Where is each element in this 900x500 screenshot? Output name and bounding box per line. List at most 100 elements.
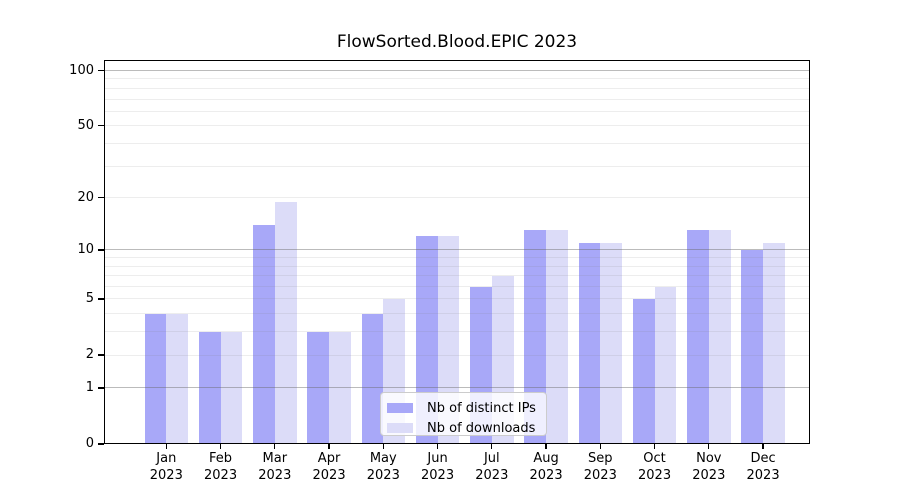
x-tick-label: Apr 2023 [297, 451, 361, 484]
x-tick-label-line: 2023 [638, 467, 672, 483]
bar-distinct-ips [144, 313, 167, 444]
gridline-minor [104, 125, 810, 127]
x-tick-label-line: 2023 [366, 467, 400, 483]
x-tick-label-line: 2023 [692, 467, 726, 483]
legend-swatch-distinct-ips [387, 403, 413, 413]
y-tick-label: 50 [77, 117, 94, 133]
y-tick-mark [98, 387, 104, 389]
x-tick-label-line: Jan [156, 451, 177, 466]
gridline-minor [104, 87, 810, 89]
gridline-major [104, 249, 810, 251]
legend: Nb of distinct IPs Nb of downloads [380, 392, 547, 436]
bar-downloads [708, 230, 731, 444]
y-tick-label: 10 [77, 241, 94, 257]
bar-distinct-ips [361, 313, 384, 444]
x-tick-label-line: May [369, 451, 397, 466]
x-tick-label-line: Jun [427, 451, 448, 466]
x-tick-label: Jun 2023 [406, 451, 470, 484]
y-tick-label: 20 [77, 189, 94, 205]
x-tick-mark [165, 444, 167, 449]
grid-layer [104, 60, 810, 444]
y-tick-label: 0 [85, 436, 94, 451]
gridline-minor [104, 331, 810, 333]
gridline-minor [104, 257, 810, 259]
x-tick-label-line: Mar [262, 451, 288, 466]
legend-label-downloads: Nb of downloads [427, 420, 536, 436]
bar-downloads [166, 313, 189, 444]
bar-distinct-ips [741, 249, 764, 444]
x-tick-label-line: 2023 [204, 467, 238, 483]
x-tick-label-line: 2023 [746, 467, 780, 483]
gridline-minor [104, 354, 810, 356]
bar-downloads [329, 331, 351, 444]
bar-distinct-ips [198, 331, 221, 444]
gridline-minor [104, 286, 810, 288]
x-tick-label-line: Aug [533, 451, 559, 466]
legend-item-distinct-ips: Nb of distinct IPs [387, 398, 546, 418]
x-tick-label: Aug 2023 [514, 451, 578, 484]
x-tick-label-line: 2023 [529, 467, 563, 483]
x-tick-label-line: 2023 [258, 467, 292, 483]
x-tick-mark [274, 444, 276, 449]
x-tick-label-line: 2023 [475, 467, 509, 483]
y-tick-mark [98, 196, 104, 199]
bar-downloads [600, 242, 623, 444]
bar-distinct-ips [632, 298, 655, 444]
x-tick-label-line: Apr [317, 451, 341, 466]
x-tick-mark [436, 444, 439, 449]
x-tick-mark [328, 444, 330, 449]
x-tick-label: Dec 2023 [731, 451, 795, 484]
gridline-minor [104, 98, 810, 100]
gridline-minor [104, 197, 810, 199]
x-tick-label: Sep 2023 [568, 451, 632, 484]
y-tick-label: 100 [69, 62, 94, 78]
x-tick-label: Nov 2023 [677, 451, 741, 484]
bar-distinct-ips [524, 230, 547, 444]
x-tick-label-line: 2023 [583, 467, 617, 483]
y-tick-mark [98, 125, 104, 127]
bar-downloads [546, 230, 568, 444]
x-tick-label: Mar 2023 [243, 451, 307, 484]
x-tick-label-line: Jul [483, 451, 500, 466]
x-tick-mark [491, 444, 493, 449]
legend-swatch-downloads [387, 423, 413, 433]
y-tick-label: 1 [85, 379, 94, 395]
x-tick-label-line: Nov [696, 451, 722, 466]
bar-downloads [763, 242, 785, 444]
legend-item-downloads: Nb of downloads [387, 418, 546, 438]
y-tick-label: 5 [85, 290, 94, 306]
gridline-minor [104, 313, 810, 315]
x-tick-label: May 2023 [351, 451, 415, 484]
gridline-minor [104, 165, 810, 167]
legend-label-distinct-ips: Nb of distinct IPs [427, 400, 536, 416]
x-tick-label-line: Oct [643, 451, 666, 466]
y-tick-label: 2 [85, 347, 94, 363]
x-tick-label-line: 2023 [421, 467, 455, 483]
y-tick-mark [98, 69, 104, 72]
plot-area: Jan 2023 Feb 2023 Mar 2023 Apr 2023 May 2023 Jun 20… [69, 60, 810, 483]
x-tick-mark [545, 444, 547, 449]
gridline-major [104, 387, 810, 389]
x-tick-label: Feb 2023 [189, 451, 253, 484]
x-tick-mark [762, 444, 764, 449]
axis-ticks-layer: Jan 2023 Feb 2023 Mar 2023 Apr 2023 May 2023 Jun 20… [69, 60, 810, 483]
gridline-minor [104, 142, 810, 144]
bar-downloads [274, 201, 297, 444]
x-tick-mark [219, 444, 222, 449]
gridline-minor [104, 265, 810, 267]
bar-downloads [654, 286, 677, 444]
gridline-minor [104, 298, 810, 300]
x-tick-label-line: Feb [209, 451, 233, 466]
bar-downloads [220, 331, 243, 444]
x-tick-label-line: Sep [588, 451, 613, 466]
bar-distinct-ips [307, 331, 330, 444]
x-tick-mark [708, 444, 710, 449]
gridline-major [104, 70, 810, 71]
gridline-minor [104, 78, 810, 80]
y-tick-mark [98, 354, 104, 356]
x-tick-label-line: 2023 [149, 467, 183, 483]
bar-distinct-ips [687, 230, 709, 444]
x-tick-label-line: 2023 [312, 467, 346, 483]
bar-distinct-ips [578, 242, 601, 444]
